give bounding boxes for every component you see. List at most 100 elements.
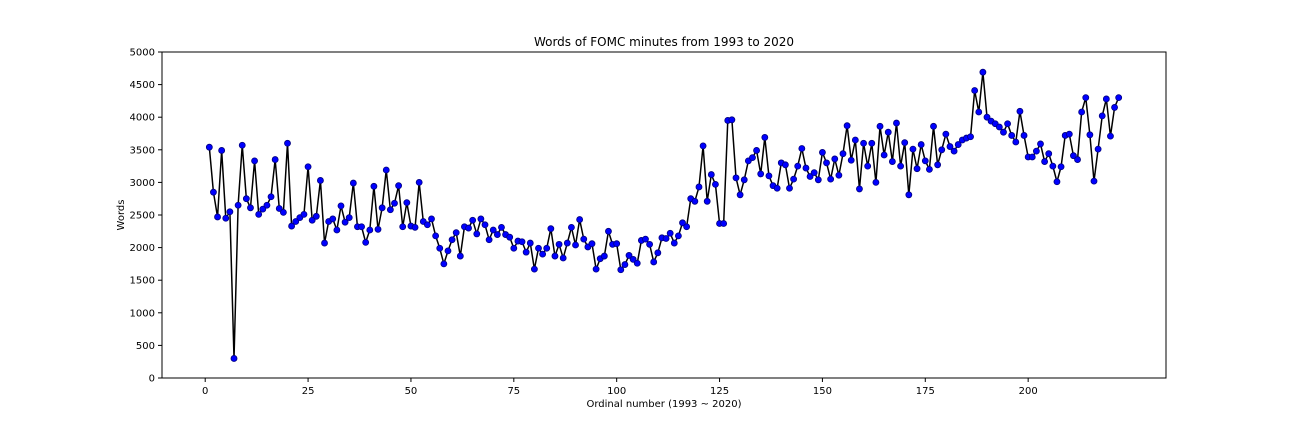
x-tick-label: 150 [813, 386, 832, 397]
y-tick-label: 4000 [130, 113, 155, 124]
data-point [720, 220, 728, 227]
data-point [271, 156, 279, 163]
data-point [975, 108, 983, 116]
data-point [370, 182, 378, 190]
data-point [341, 218, 349, 226]
y-tick-label: 5000 [130, 48, 155, 59]
data-point [428, 215, 435, 223]
data-point [362, 238, 370, 246]
data-point [888, 158, 896, 165]
y-axis-label: Words [116, 200, 127, 231]
data-point [436, 244, 444, 252]
data-point [827, 175, 835, 183]
data-point [1090, 177, 1098, 185]
data-point [1070, 152, 1077, 160]
data-point [510, 244, 518, 252]
data-point [535, 244, 542, 252]
data-point [860, 139, 867, 147]
chart-title: Words of FOMC minutes from 1993 to 2020 [534, 35, 794, 49]
data-point [819, 149, 826, 156]
data-point [781, 161, 789, 169]
data-point [921, 157, 929, 165]
data-point [563, 239, 571, 247]
y-tick-label: 4500 [130, 80, 155, 91]
data-point [300, 210, 308, 218]
data-point [391, 199, 398, 207]
data-point [897, 162, 904, 170]
data-point [913, 165, 921, 173]
data-point [810, 169, 818, 177]
data-point [835, 171, 843, 179]
data-point [382, 166, 390, 174]
data-point [942, 130, 950, 138]
data-point [395, 182, 403, 190]
data-point [798, 145, 806, 152]
data-point [617, 266, 625, 274]
data-point [1057, 163, 1065, 171]
data-point [979, 68, 987, 76]
data-point [267, 193, 275, 201]
data-point [839, 150, 847, 158]
data-point [666, 229, 674, 237]
data-point [263, 201, 271, 209]
data-point [736, 191, 744, 199]
data-point [1008, 132, 1016, 139]
y-tick-label: 1000 [130, 308, 155, 319]
x-tick-label: 0 [202, 386, 208, 397]
data-point [1012, 138, 1020, 146]
y-tick-label: 2500 [130, 211, 155, 222]
data-point [621, 261, 629, 268]
data-point [551, 252, 559, 260]
data-point [337, 202, 345, 210]
data-point [465, 224, 472, 232]
data-point [971, 87, 979, 94]
y-tick-label: 3000 [130, 178, 155, 189]
data-point [526, 239, 534, 247]
x-tick-label: 50 [405, 386, 418, 397]
data-point [814, 176, 822, 184]
data-point [1098, 112, 1106, 120]
data-point [386, 206, 394, 214]
data-point [843, 122, 851, 130]
data-point [234, 201, 242, 209]
data-point [753, 147, 760, 154]
data-point [349, 179, 357, 187]
data-point [1020, 132, 1028, 139]
data-point [699, 142, 707, 150]
data-point [218, 147, 226, 154]
data-point [568, 223, 575, 231]
data-point [1045, 150, 1053, 158]
data-point [851, 136, 859, 144]
x-axis-ticks: 0 25 50 75 100 125 150 175 200 [202, 378, 1038, 397]
data-point [403, 199, 411, 207]
data-point [481, 221, 489, 229]
data-point [712, 180, 719, 188]
data-point [444, 247, 452, 255]
data-point [1078, 108, 1086, 116]
data-point [613, 240, 621, 248]
data-point [1049, 162, 1057, 170]
data-point [683, 223, 691, 231]
x-tick-label: 100 [607, 386, 626, 397]
data-point [572, 241, 579, 249]
y-tick-label: 1500 [130, 276, 155, 287]
data-point [279, 208, 287, 216]
data-point [247, 204, 254, 212]
y-tick-label: 3500 [130, 145, 155, 156]
data-point [1094, 145, 1102, 153]
data-point [1074, 156, 1081, 163]
data-point [456, 252, 464, 260]
data-point [399, 223, 407, 231]
data-point [740, 176, 748, 184]
x-tick-label: 75 [507, 386, 520, 397]
data-point [284, 139, 291, 147]
data-point [761, 134, 769, 141]
data-point [1082, 94, 1090, 102]
plot-series [205, 68, 1123, 362]
data-point [847, 156, 855, 164]
data-point [1111, 104, 1118, 111]
data-point [823, 159, 830, 167]
data-point [547, 225, 555, 233]
x-tick-label: 125 [710, 386, 729, 397]
data-point [1000, 128, 1007, 136]
